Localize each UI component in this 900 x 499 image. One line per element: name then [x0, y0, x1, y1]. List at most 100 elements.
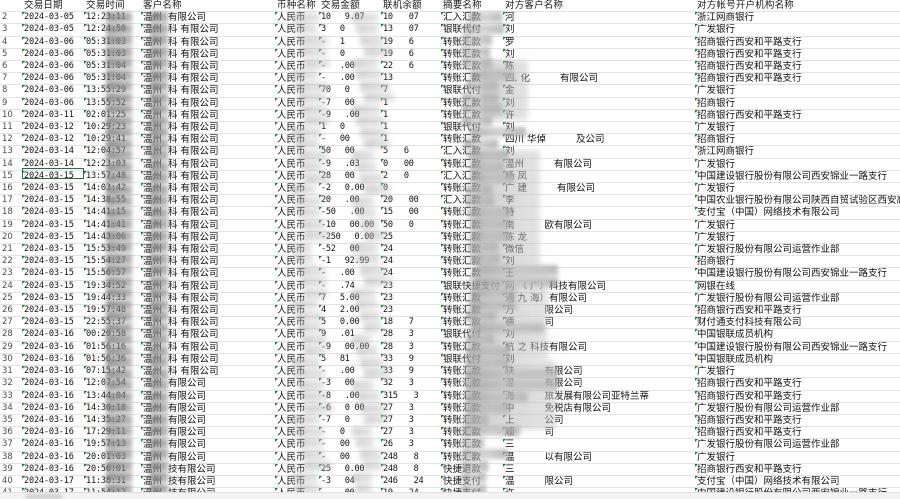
table-row[interactable]: 7 2024-03-06 05:31:04 温州科 有限公司 人民币 - .00 13 转账汇款… [0, 72, 900, 86]
row-number[interactable]: 10 [0, 109, 22, 123]
cell-customer[interactable]: 温州 有限公司 [141, 11, 275, 25]
cell-counterparty[interactable]: 陈 龙 [503, 231, 695, 245]
cell-cur[interactable]: 人民币 [275, 60, 319, 74]
cell-balance[interactable]: 24 [381, 243, 441, 257]
cell-bank[interactable]: 广发银行股份有限公司运营作业部 [695, 402, 900, 415]
cell-time[interactable]: 05:31:03 [84, 48, 141, 62]
table-row[interactable]: 12 2024-03-12 10:29:41 温州科 有限公司 人民币 -00 1 转账汇款四… [0, 133, 900, 147]
cell-time[interactable]: 19:34:52 [84, 280, 141, 293]
cell-amount[interactable]: -1 92.99 [319, 255, 381, 269]
cell-counterparty[interactable]: 刘 [503, 255, 695, 269]
row-number[interactable]: 40 [0, 475, 22, 489]
cell-sum[interactable]: 转账汇款 [441, 316, 503, 330]
cell-sum[interactable]: 转账汇款 [441, 109, 503, 123]
cell-date[interactable]: 2024-03-15 [22, 316, 84, 330]
row-number[interactable]: 24 [0, 280, 22, 293]
cell-balance[interactable]: 24 [381, 255, 441, 269]
cell-balance[interactable]: 1 [381, 109, 441, 123]
cell-customer[interactable]: 温州科 有限公司 [141, 243, 275, 257]
cell-customer[interactable]: 温州技有限公司 [141, 475, 275, 489]
cell-sum[interactable]: 快捷退款 [441, 463, 503, 476]
cell-time[interactable]: 13:57:48 [84, 170, 141, 184]
cell-counterparty[interactable]: 陈 [503, 60, 695, 74]
cell-amount[interactable]: -250 0.00 [319, 231, 381, 245]
row-number[interactable]: 6 [0, 60, 22, 74]
cell-date[interactable]: 2024-03-16 [22, 463, 84, 476]
cell-date[interactable]: 2024-03-15 [22, 292, 84, 306]
cell-customer[interactable]: 温州科 有限公司 [141, 194, 275, 208]
table-row[interactable]: 2 2024-03-05 12:23:11 温州 有限公司 人民币 10 9.07 10 07 汇入… [0, 11, 900, 25]
cell-amount[interactable]: 10 9.07 [319, 11, 381, 25]
table-row[interactable]: 16 2024-03-15 14:03:42 温州科 有限公司 人民币 -2 0.00 0 转账… [0, 182, 900, 196]
cell-customer[interactable]: 温州 有限公司 [141, 414, 275, 428]
cell-time[interactable]: 12:07:54 [84, 377, 141, 391]
cell-cur[interactable]: 人民币 [275, 84, 319, 98]
cell-date[interactable]: 2024-03-15 [22, 231, 84, 245]
cell-date[interactable]: 2024-03-16 [22, 402, 84, 415]
table-row[interactable]: 31 2024-03-16 07:15:42 温州科 有限公司 人民币 - .00 33 9 转账… [0, 365, 900, 379]
cell-bank[interactable]: 广发银行 [695, 182, 900, 196]
cell-balance[interactable]: 248 8 [381, 463, 441, 476]
cell-balance[interactable]: 22 6 [381, 60, 441, 74]
cell-sum[interactable]: 转账汇款 [441, 72, 503, 86]
cell-amount[interactable]: 7 5.00 [319, 292, 381, 306]
cell-cur[interactable]: 人民币 [275, 231, 319, 245]
cell-counterparty[interactable]: 南 欧有限公司 [503, 219, 695, 232]
cell-counterparty[interactable]: 刘 [503, 97, 695, 110]
cell-date[interactable]: 2024-03-16 [22, 390, 84, 403]
cell-date[interactable]: 2024-03-05 [22, 23, 84, 37]
cell-balance[interactable]: 1 [381, 121, 441, 135]
row-number[interactable]: 37 [0, 438, 22, 452]
cell-date[interactable]: 2024-03-14 [22, 158, 84, 171]
cell-sum[interactable]: 转账汇款 [441, 60, 503, 74]
table-row[interactable]: 30 2024-03-16 01:56:36 温州科 有限公司 人民币 5 81 33 9 银联代… [0, 353, 900, 367]
table-row[interactable]: 8 2024-03-06 13:55:29 温州科 有限公司 人民币 70 0 7 银联代付金广… [0, 84, 900, 98]
table-row[interactable]: 3 2024-03-05 12:24:50 温州科 有限公司 人民币 3 0 13 07 银联代付… [0, 23, 900, 37]
row-number[interactable]: 8 [0, 84, 22, 98]
table-row[interactable]: 29 2024-03-16 01:56:16 温州科 有限公司 人民币 -9 00.00 28… [0, 341, 900, 354]
cell-balance[interactable]: 19 6 [381, 48, 441, 62]
cell-date[interactable]: 2024-03-12 [22, 121, 84, 135]
cell-amount[interactable]: -8 .00 [319, 390, 381, 403]
cell-balance[interactable]: 1 [381, 97, 441, 110]
cell-sum[interactable]: 汇入汇款 [441, 145, 503, 159]
cell-time[interactable]: 14:38:55 [84, 194, 141, 208]
cell-cur[interactable]: 人民币 [275, 475, 319, 489]
cell-time[interactable]: 14:41:41 [84, 219, 141, 232]
cell-bank[interactable]: 招商银行西安和平路支行 [695, 48, 900, 62]
cell-counterparty[interactable]: 广 建 有限公司 [503, 182, 695, 196]
cell-customer[interactable]: 温州科 有限公司 [141, 219, 275, 232]
table-row[interactable]: 15 2024-03-15 13:57:48 温州科 有限公司 人民币 28 00 2 0 汇入汇… [0, 170, 900, 184]
cell-sum[interactable]: 转账汇款 [441, 219, 503, 232]
cell-amount[interactable]: -50 .00 [319, 206, 381, 220]
cell-customer[interactable]: 温州科 有限公司 [141, 255, 275, 269]
row-number[interactable]: 28 [0, 328, 22, 342]
cell-balance[interactable]: 13 07 [381, 23, 441, 37]
cell-balance[interactable]: 18 7 [381, 316, 441, 330]
row-number[interactable]: 39 [0, 463, 22, 476]
table-row[interactable]: 36 2024-03-16 17:29:11 温州 有限公司 人民币 -0 27 3 转账汇款顺司… [0, 426, 900, 440]
cell-customer[interactable]: 温州 有限公司 [141, 377, 275, 391]
cell-date[interactable]: 2024-03-16 [22, 438, 84, 452]
row-number[interactable]: 3 [0, 23, 22, 37]
cell-bank[interactable]: 招商银行西安和平路支行 [695, 463, 900, 476]
cell-customer[interactable]: 温州科 有限公司 [141, 145, 275, 159]
row-number[interactable]: 9 [0, 97, 22, 110]
cell-date[interactable]: 2024-03-06 [22, 84, 84, 98]
cell-amount[interactable]: 20.00 [319, 194, 381, 208]
cell-amount[interactable]: -1 [319, 36, 381, 49]
cell-counterparty[interactable]: 温州 有限公司 [503, 158, 695, 171]
cell-time[interactable]: 15:54:27 [84, 255, 141, 269]
cell-time[interactable]: 14:03:42 [84, 182, 141, 196]
cell-date[interactable]: 2024-03-06 [22, 72, 84, 86]
cell-bank[interactable]: 招商银行西安和平路支行 [695, 109, 900, 123]
cell-time[interactable]: 19:44:33 [84, 292, 141, 306]
table-row[interactable]: 13 2024-03-14 12:04:57 温州科 有限公司 人民币 50 00 5 6 汇入汇… [0, 145, 900, 159]
cell-bank[interactable]: 中国建设银行股份有限公司西安锦业一路支行 [695, 267, 900, 281]
cell-cur[interactable]: 人民币 [275, 463, 319, 476]
cell-counterparty[interactable]: 陕 有限公司 [503, 365, 695, 379]
cell-time[interactable]: 12:24:50 [84, 23, 141, 37]
row-number[interactable]: 2 [0, 11, 22, 25]
cell-balance[interactable]: 27 3 [381, 426, 441, 440]
